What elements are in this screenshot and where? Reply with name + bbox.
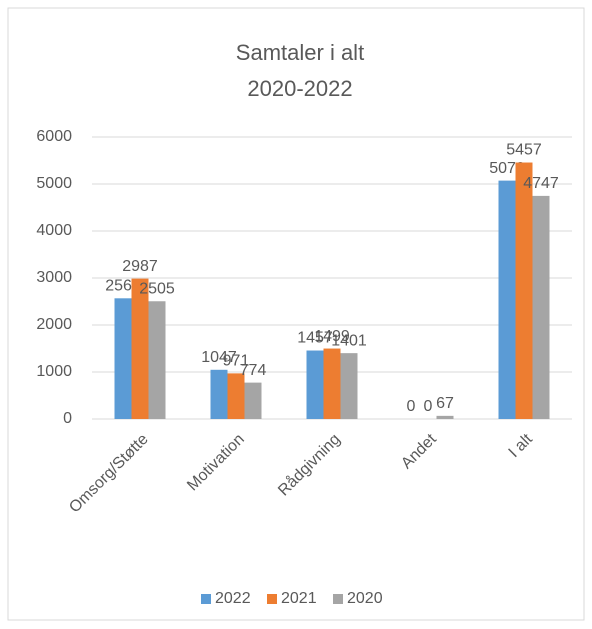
legend-label: 2022 [215, 590, 251, 607]
data-label: 0 [424, 398, 433, 415]
bar [306, 350, 324, 419]
legend-label: 2021 [281, 590, 317, 607]
y-tick-label: 5000 [36, 175, 72, 192]
chart-subtitle: 2020-2022 [247, 76, 352, 101]
data-label: 0 [407, 398, 416, 415]
data-label: 5457 [506, 142, 542, 159]
data-label: 2505 [139, 280, 175, 297]
y-tick-label: 4000 [36, 222, 72, 239]
bar [131, 278, 149, 419]
y-tick-label: 6000 [36, 128, 72, 145]
bar [114, 298, 132, 419]
bar [323, 348, 341, 419]
bar [244, 382, 262, 419]
data-label: 67 [436, 395, 454, 412]
bar [436, 415, 454, 419]
bar [498, 180, 516, 419]
y-tick-label: 1000 [36, 363, 72, 380]
bar [340, 353, 358, 419]
bar [210, 369, 228, 419]
data-label: 971 [223, 353, 250, 370]
bar [515, 162, 533, 419]
data-label: 2987 [122, 258, 158, 275]
chart-border [7, 7, 585, 621]
data-label: 1401 [331, 332, 367, 349]
legend-label: 2020 [347, 590, 383, 607]
bar [227, 373, 245, 419]
data-label: 1047 [201, 349, 237, 366]
bar [148, 301, 166, 419]
legend-swatch [267, 594, 277, 604]
y-tick-label: 0 [63, 410, 72, 427]
bar [532, 195, 550, 419]
legend-swatch [333, 594, 343, 604]
chart-title: Samtaler i alt [236, 40, 364, 65]
data-label: 4747 [523, 175, 559, 192]
y-tick-label: 2000 [36, 316, 72, 333]
data-label: 774 [240, 362, 267, 379]
legend-swatch [201, 594, 211, 604]
data-label: 1457 [297, 330, 333, 347]
y-tick-label: 3000 [36, 269, 72, 286]
data-label: 1499 [314, 328, 350, 345]
